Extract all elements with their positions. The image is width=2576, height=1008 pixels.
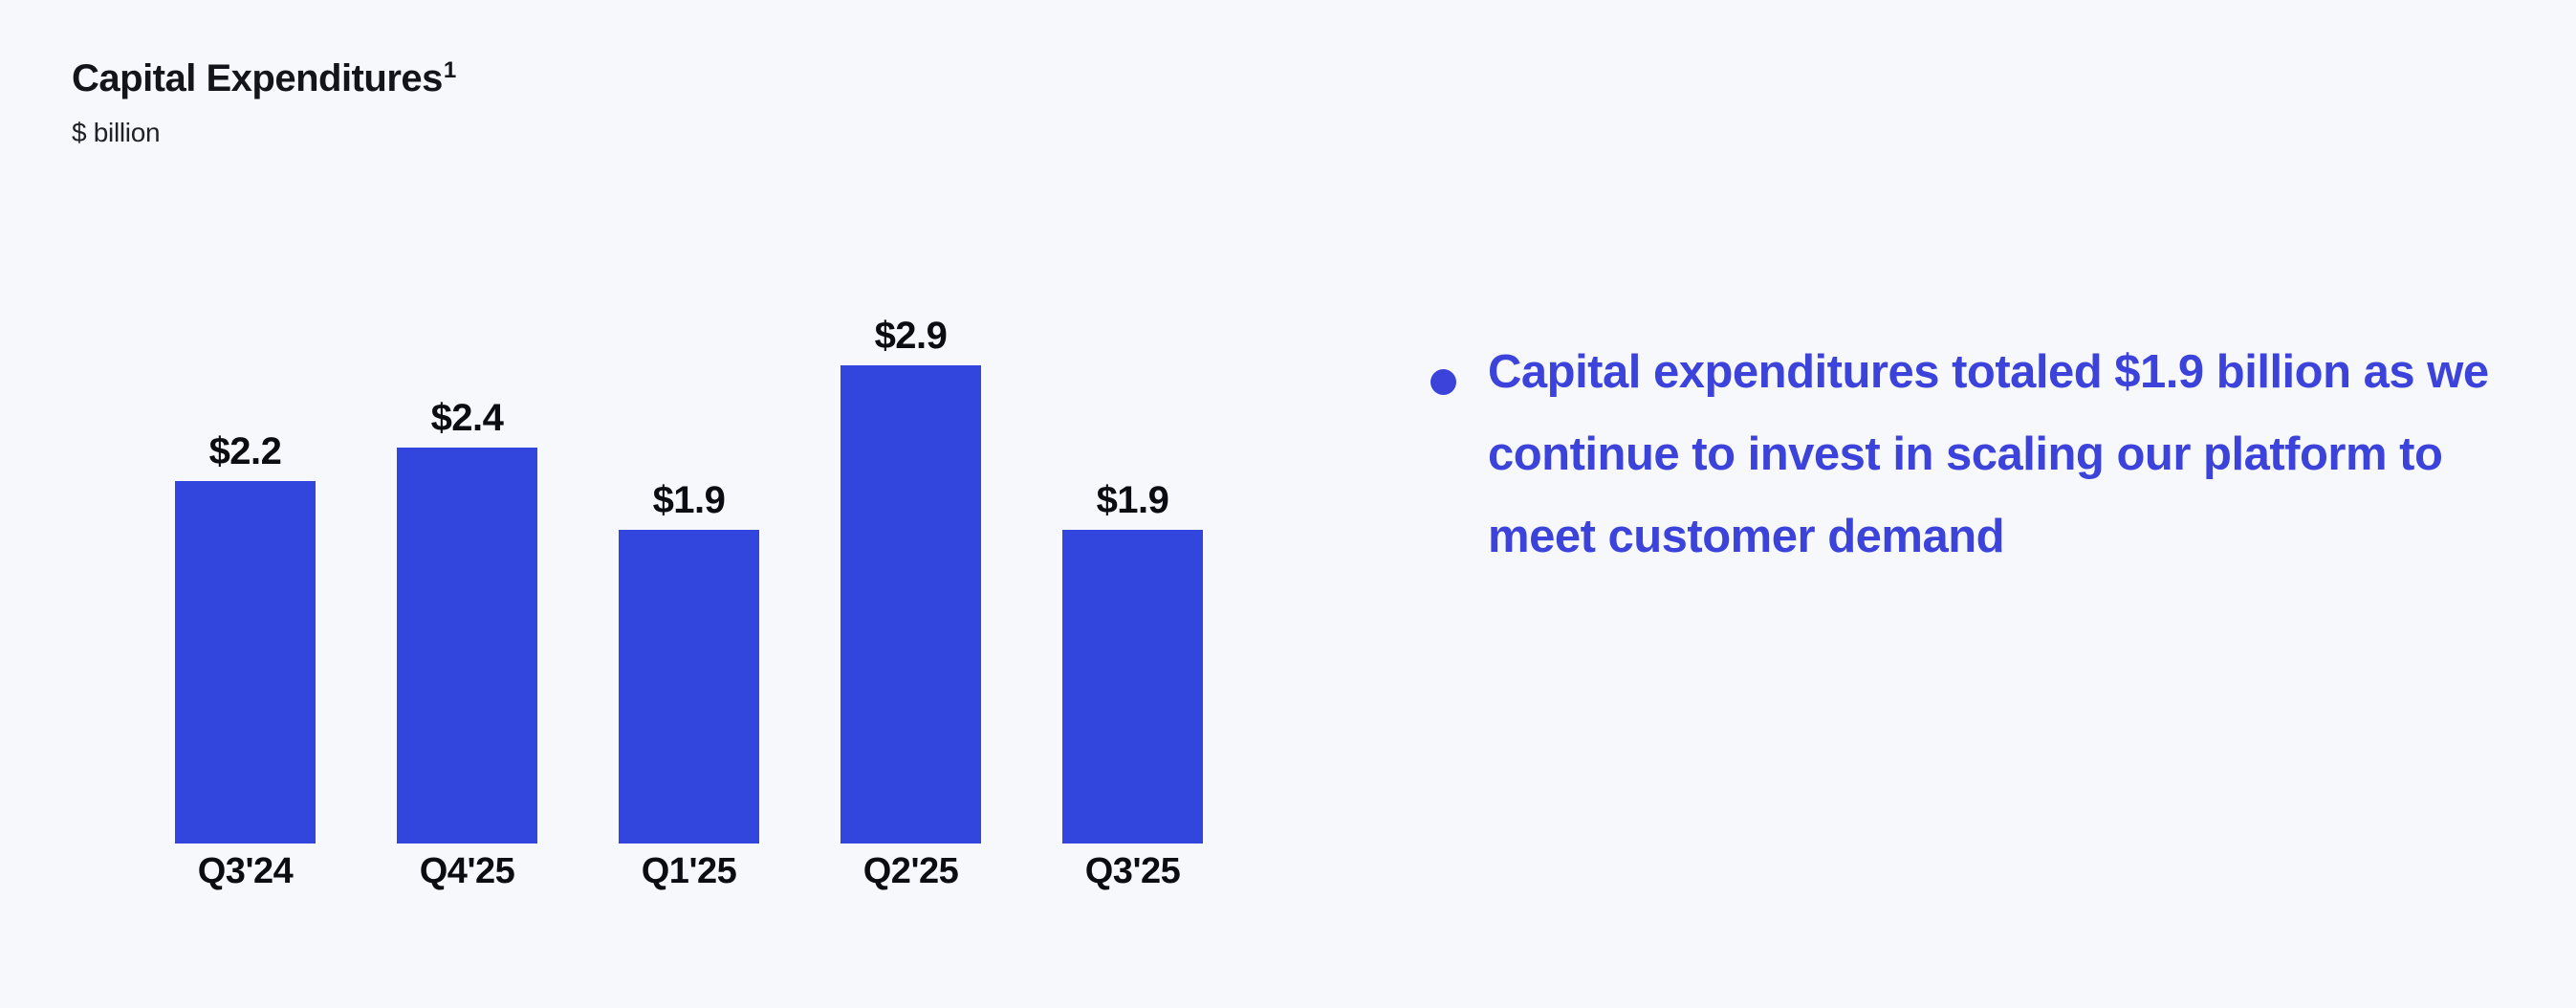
bar bbox=[619, 530, 759, 844]
bullet-point: Capital expenditures totaled $1.9 billio… bbox=[1430, 331, 2489, 578]
bar-chart: $2.2 Q3'24 $2.4 Q4'25 $1.9 Q1'25 $2.9 Q2'25 $1.9… bbox=[175, 315, 1203, 889]
bullet-dot-icon bbox=[1430, 369, 1456, 395]
bar-value-label: $2.2 bbox=[208, 430, 282, 472]
chart-units-label: $ billion bbox=[72, 118, 161, 147]
bar bbox=[840, 365, 981, 844]
bar-value-label: $2.4 bbox=[430, 397, 504, 439]
bullet-text: Capital expenditures totaled $1.9 billio… bbox=[1488, 331, 2489, 578]
bar bbox=[397, 448, 537, 844]
bar-category-label: Q3'24 bbox=[197, 851, 294, 891]
bar-column: $2.9 Q2'25 bbox=[840, 315, 981, 889]
bar-column: $1.9 Q1'25 bbox=[619, 479, 759, 889]
bar bbox=[1062, 530, 1203, 844]
bullet-text-line: meet customer demand bbox=[1488, 511, 2005, 562]
bar-value-label: $1.9 bbox=[1096, 479, 1169, 521]
chart-title-text: Capital Expenditures bbox=[72, 57, 443, 99]
bar-category-label: Q2'25 bbox=[862, 851, 959, 891]
bar-category-label: Q3'25 bbox=[1084, 851, 1181, 891]
bar-value-label: $2.9 bbox=[874, 315, 948, 357]
chart-title: Capital Expenditures1 bbox=[72, 57, 456, 103]
bar-column: $2.4 Q4'25 bbox=[397, 397, 537, 889]
bullet-text-line: Capital expenditures totaled $1.9 billio… bbox=[1488, 346, 2489, 398]
bar-column: $1.9 Q3'25 bbox=[1062, 479, 1203, 889]
bar-value-label: $1.9 bbox=[652, 479, 726, 521]
bar bbox=[175, 481, 316, 844]
bar-column: $2.2 Q3'24 bbox=[175, 430, 316, 889]
bar-category-label: Q4'25 bbox=[419, 851, 515, 891]
bar-category-label: Q1'25 bbox=[641, 851, 737, 891]
bullet-text-line: continue to invest in scaling our platfo… bbox=[1488, 428, 2443, 480]
chart-header: Capital Expenditures1 $ billion bbox=[72, 57, 456, 147]
footnote-marker: 1 bbox=[443, 57, 456, 83]
